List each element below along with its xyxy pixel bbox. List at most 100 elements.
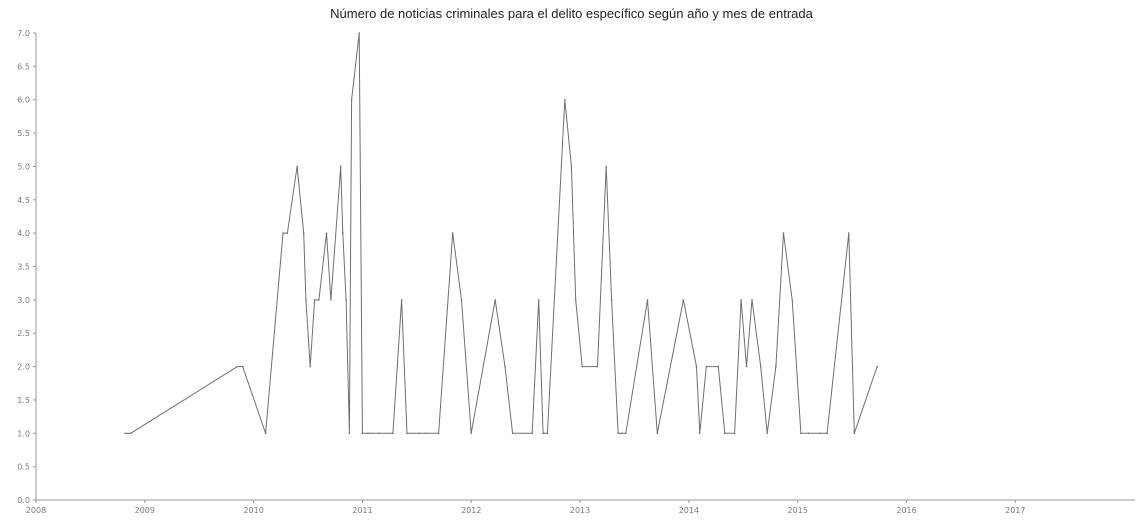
data-point <box>339 165 342 168</box>
data-point <box>309 365 312 368</box>
chart-title: Número de noticias criminales para el de… <box>330 6 813 21</box>
y-tick-label: 4.5 <box>17 196 30 205</box>
series-line <box>125 32 878 434</box>
x-tick-label: 2016 <box>896 506 916 515</box>
data-point <box>236 365 239 368</box>
y-tick-label: 2.0 <box>17 363 30 372</box>
x-tick-label: 2014 <box>679 506 699 515</box>
data-point <box>345 299 347 301</box>
y-tick-label: 6.0 <box>17 96 30 105</box>
data-point <box>791 299 793 301</box>
data-point <box>800 432 802 435</box>
data-point <box>124 432 126 435</box>
x-tick-label: 2011 <box>352 506 372 515</box>
data-point <box>241 365 244 368</box>
data-point <box>564 98 566 101</box>
y-axis-ticks: 0.0 0.5 1.0 1.5 2.0 2.5 3.0 3.5 4.0 4.5 5.0 5.5 6.0 6… <box>17 29 36 505</box>
data-point <box>348 432 351 435</box>
data-point <box>705 365 708 368</box>
data-point <box>759 365 762 368</box>
data-point <box>378 432 380 435</box>
data-point <box>625 432 627 435</box>
data-point <box>610 299 613 301</box>
data-point <box>313 299 316 301</box>
y-tick-label: 7.0 <box>17 29 30 38</box>
data-point <box>819 432 822 435</box>
data-point <box>546 432 549 435</box>
data-point <box>570 165 573 168</box>
data-point <box>751 299 753 301</box>
data-point <box>470 432 473 435</box>
x-tick-label: 2012 <box>461 506 481 515</box>
data-point <box>400 299 403 301</box>
data-point <box>361 432 364 435</box>
data-point <box>853 432 856 435</box>
data-point <box>848 232 850 234</box>
data-point <box>342 232 344 234</box>
data-point <box>330 299 332 301</box>
x-tick-label: 2009 <box>135 506 155 515</box>
data-point <box>282 232 284 234</box>
y-tick-label: 5.5 <box>17 129 30 138</box>
y-tick-label: 0.5 <box>17 463 30 472</box>
x-tick-label: 2008 <box>26 506 46 515</box>
data-point <box>318 299 320 301</box>
data-point <box>581 365 583 368</box>
data-point <box>699 432 701 435</box>
data-point <box>325 232 328 234</box>
data-point <box>617 432 619 435</box>
x-axis-ticks: 2008 2009 2010 2011 2012 2013 2014 2015 2016 2017 <box>26 500 1025 515</box>
series-group <box>124 32 878 435</box>
data-point <box>542 432 544 435</box>
data-point <box>682 299 685 301</box>
data-point <box>826 432 828 435</box>
data-point <box>766 432 768 435</box>
x-tick-label: 2013 <box>570 506 590 515</box>
y-tick-label: 3.5 <box>17 263 30 272</box>
x-tick-label: 2017 <box>1005 506 1025 515</box>
data-point <box>745 365 748 368</box>
data-point <box>451 232 454 234</box>
data-point <box>358 32 361 34</box>
data-point <box>537 299 540 301</box>
y-tick-label: 3.0 <box>17 296 30 305</box>
data-point <box>305 299 307 301</box>
x-tick-label: 2010 <box>243 506 263 515</box>
data-point <box>286 232 289 234</box>
data-point <box>129 432 132 435</box>
y-tick-label: 2.5 <box>17 329 30 338</box>
data-point <box>424 432 427 435</box>
data-point <box>717 365 720 368</box>
x-tick-label: 2015 <box>788 506 808 515</box>
data-point <box>807 432 810 435</box>
y-tick-label: 1.0 <box>17 429 30 438</box>
data-point <box>656 432 659 435</box>
data-point <box>418 432 420 435</box>
data-point <box>460 299 463 301</box>
data-point <box>302 232 305 234</box>
data-point <box>876 365 878 368</box>
data-point <box>733 432 736 435</box>
data-point <box>740 299 742 301</box>
y-tick-label: 0.0 <box>17 496 30 505</box>
data-point <box>437 432 440 435</box>
data-point <box>296 165 298 168</box>
data-point <box>406 432 408 435</box>
data-point <box>782 232 785 234</box>
data-point <box>511 432 514 435</box>
data-point <box>531 432 533 435</box>
data-point <box>574 299 577 301</box>
data-point <box>264 432 267 435</box>
data-point <box>504 365 506 368</box>
data-point <box>605 165 607 168</box>
data-point <box>596 365 599 368</box>
data-point <box>367 432 369 435</box>
data-point <box>620 432 623 435</box>
data-point <box>494 299 497 301</box>
data-point <box>392 432 394 435</box>
data-point <box>775 365 777 368</box>
data-point <box>646 299 649 301</box>
y-tick-label: 1.5 <box>17 396 30 405</box>
data-point <box>695 365 698 368</box>
